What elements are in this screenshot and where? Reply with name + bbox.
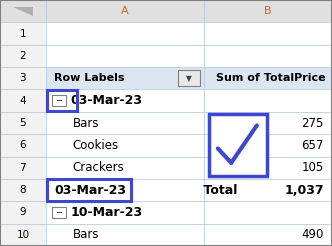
Bar [204,224,332,246]
Text: 2: 2 [20,51,26,61]
Bar [0,156,46,179]
Text: −: − [55,208,62,217]
Bar [0,22,46,45]
Bar [46,22,204,45]
Bar [0,112,46,134]
Text: 5: 5 [20,118,26,128]
Bar [209,114,267,176]
Bar [0,0,332,22]
Bar [204,179,332,201]
Text: Sum of TotalPrice: Sum of TotalPrice [216,73,325,83]
Bar [204,112,332,134]
Bar [46,156,204,179]
Bar [0,179,46,201]
Bar [47,90,77,111]
Text: 3: 3 [20,73,26,83]
Text: Crackers: Crackers [72,161,124,174]
Text: ▼: ▼ [186,74,192,83]
Text: Total: Total [199,184,238,197]
Bar [0,224,46,246]
Text: 7: 7 [20,163,26,173]
Bar [52,207,66,218]
FancyBboxPatch shape [178,70,200,86]
Bar [46,45,204,67]
Text: 03-Mar-23: 03-Mar-23 [54,184,126,197]
Bar [0,45,46,67]
Text: 105: 105 [301,161,324,174]
Bar [204,201,332,224]
Bar [0,134,46,156]
Text: Row Labels: Row Labels [54,73,124,83]
Bar [204,67,332,90]
Text: Cookies: Cookies [72,139,119,152]
Text: 9: 9 [20,207,26,217]
Bar [204,156,332,179]
Bar [0,90,46,112]
Bar [46,67,204,90]
Bar [46,134,204,156]
Bar [47,179,131,201]
Text: 10: 10 [16,230,30,240]
Text: 6: 6 [20,140,26,150]
Bar [0,67,46,90]
Text: 657: 657 [301,139,324,152]
Text: 490: 490 [301,228,324,241]
Bar [46,90,204,112]
Text: 10-Mar-23: 10-Mar-23 [71,206,143,219]
Text: B: B [264,6,272,16]
Bar [46,224,204,246]
Text: Bars: Bars [72,117,99,129]
Bar [46,179,204,201]
Text: 275: 275 [301,117,324,129]
Bar [0,201,46,224]
Bar [204,22,332,45]
Text: 4: 4 [20,96,26,106]
Text: −: − [55,96,62,105]
Polygon shape [13,7,33,15]
Text: 03-Mar-23: 03-Mar-23 [71,94,143,107]
Text: 1: 1 [20,29,26,39]
Text: A: A [121,6,129,16]
Bar [204,45,332,67]
Bar [52,95,66,107]
Text: Bars: Bars [72,228,99,241]
Bar [204,134,332,156]
Bar [46,201,204,224]
Bar [46,112,204,134]
Text: 8: 8 [20,185,26,195]
Text: 1,037: 1,037 [284,184,324,197]
Bar [204,90,332,112]
